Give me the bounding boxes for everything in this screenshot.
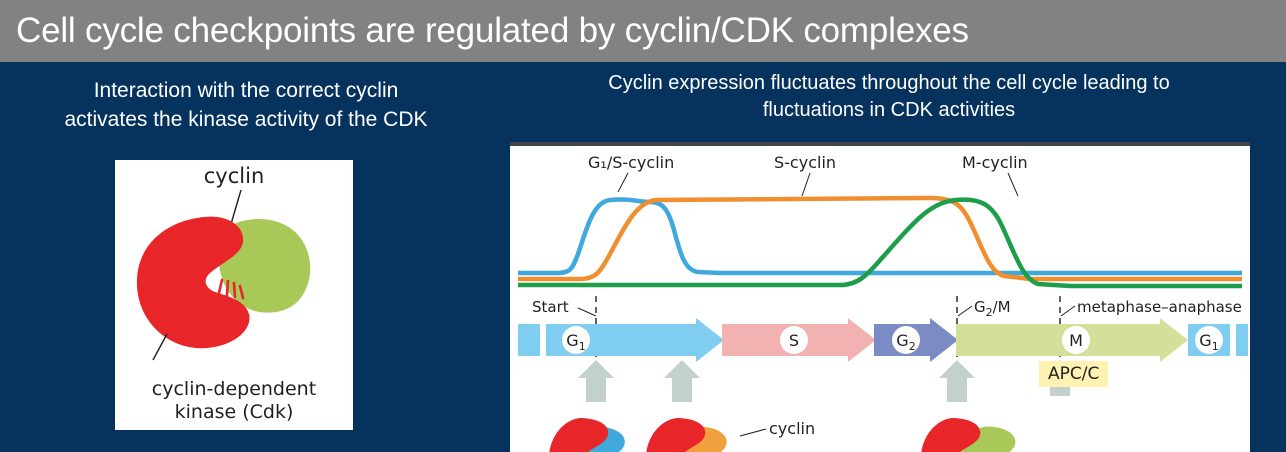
left-panel: Interaction with the correct cyclin acti… <box>0 62 492 452</box>
cdk-blob <box>136 216 250 349</box>
phase-label-s: S <box>789 331 799 350</box>
phase-label-g1-next: G1 <box>1199 331 1218 353</box>
apcc-label: APC/C <box>1048 364 1100 384</box>
complex-s-cdk: S-Cdk cyclin <box>646 418 815 452</box>
phase-label-g2: G2 <box>896 331 915 353</box>
cyclin-leader-line <box>230 189 242 225</box>
cyclin-cdk-figure: cyclin cyclin-dependent <box>115 160 353 430</box>
cyclin-figure-label: cyclin <box>203 164 265 188</box>
cyclin-cdk-illustration <box>136 189 311 361</box>
cdk-label-line-2: kinase (Cdk) <box>174 401 294 423</box>
checkpoint-leader-metaphase <box>1060 305 1076 317</box>
checkpoint-leader-start <box>577 307 597 317</box>
left-panel-caption: Interaction with the correct cyclin acti… <box>0 76 492 134</box>
right-panel-caption: Cyclin expression fluctuates throughout … <box>502 70 1276 124</box>
phase-badge-m-bg <box>1062 326 1090 354</box>
phase-stub-left <box>518 324 540 356</box>
left-caption-line-2: activates the kinase activity of the CDK <box>64 108 428 131</box>
complex-cyclin-leader <box>739 428 767 437</box>
curve-label-m: M-cyclin <box>962 153 1028 172</box>
activation-arrows <box>578 360 1078 402</box>
right-panel: Cyclin expression fluctuates throughout … <box>492 62 1286 452</box>
right-caption-line-2: fluctuations in CDK activities <box>762 99 1016 121</box>
phase-label-g1: G1 <box>566 331 585 353</box>
activation-rays-icon <box>217 278 245 300</box>
checkpoint-label-start: Start <box>532 298 569 316</box>
curve-g1s-cyclin <box>518 197 1242 276</box>
phase-badge-g1-bg <box>562 326 590 354</box>
left-caption-line-1: Interaction with the correct cyclin <box>93 79 399 102</box>
curve-label-s: S-cyclin <box>774 153 836 172</box>
cdk-blob-s <box>646 418 706 452</box>
curve-s-cyclin <box>518 195 1242 282</box>
cdk-blob-g1s <box>549 418 609 452</box>
complex-cyclin-callout: cyclin <box>769 419 815 438</box>
cdk-blob-m <box>921 418 981 452</box>
phase-arrow-g1 <box>546 318 724 362</box>
cell-cycle-figure: G₁/S-cyclin S-cyclin M-cyclin Start G2/M <box>510 142 1250 452</box>
phase-stub-right <box>1236 324 1248 356</box>
phase-badge-g2-bg <box>892 326 920 354</box>
curve-leader-g1s <box>617 172 629 193</box>
activation-arrow-m <box>939 360 975 402</box>
right-caption-line-1: Cyclin expression fluctuates throughout … <box>608 72 1170 94</box>
complex-m-cdk: M-Cdk <box>921 418 1016 452</box>
cdk-leader-line <box>152 333 168 361</box>
phase-label-m: M <box>1069 331 1083 350</box>
cyclin-expression-chart: G₁/S-cyclin S-cyclin M-cyclin Start G2/M <box>518 153 1248 452</box>
phase-badge-s-bg <box>780 326 808 354</box>
complex-g1s-cdk: G1/S-Cdk <box>549 418 625 452</box>
page-title: Cell cycle checkpoints are regulated by … <box>16 11 969 50</box>
cdk-label-line-1: cyclin-dependent <box>151 378 317 400</box>
checkpoint-label-metaphase: metaphase–anaphase <box>1077 298 1242 316</box>
checkpoint-label-g2m: G2/M <box>974 298 1011 319</box>
curve-m-cyclin <box>518 197 1242 289</box>
activation-arrow-g1s <box>578 360 614 402</box>
apcc-badge: APC/C <box>1039 361 1109 387</box>
checkpoint-leader-g2m <box>957 305 973 317</box>
cdk-figure-label: cyclin-dependent kinase (Cdk) <box>115 378 353 424</box>
curve-leader-s <box>801 172 811 197</box>
curve-leader-m <box>1007 172 1019 197</box>
curve-label-g1s: G₁/S-cyclin <box>588 153 674 172</box>
phase-badge-g1-next-bg <box>1195 326 1223 354</box>
checkpoint-g2m-text: G <box>974 298 986 316</box>
slide-title-bar: Cell cycle checkpoints are regulated by … <box>0 0 1286 62</box>
activation-arrow-s <box>664 360 700 402</box>
